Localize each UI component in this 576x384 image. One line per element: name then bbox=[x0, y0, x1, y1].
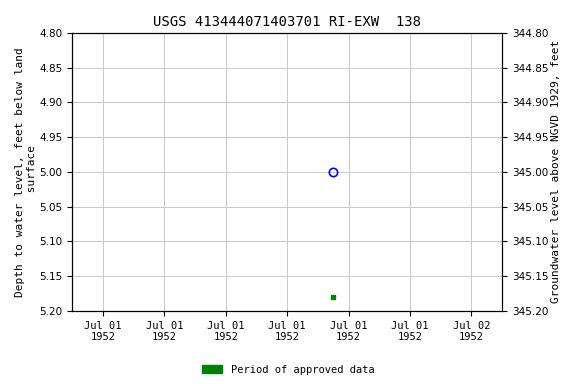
Y-axis label: Groundwater level above NGVD 1929, feet: Groundwater level above NGVD 1929, feet bbox=[551, 40, 561, 303]
Legend: Period of approved data: Period of approved data bbox=[198, 361, 378, 379]
Y-axis label: Depth to water level, feet below land
 surface: Depth to water level, feet below land su… bbox=[15, 47, 37, 297]
Title: USGS 413444071403701 RI-EXW  138: USGS 413444071403701 RI-EXW 138 bbox=[153, 15, 421, 29]
